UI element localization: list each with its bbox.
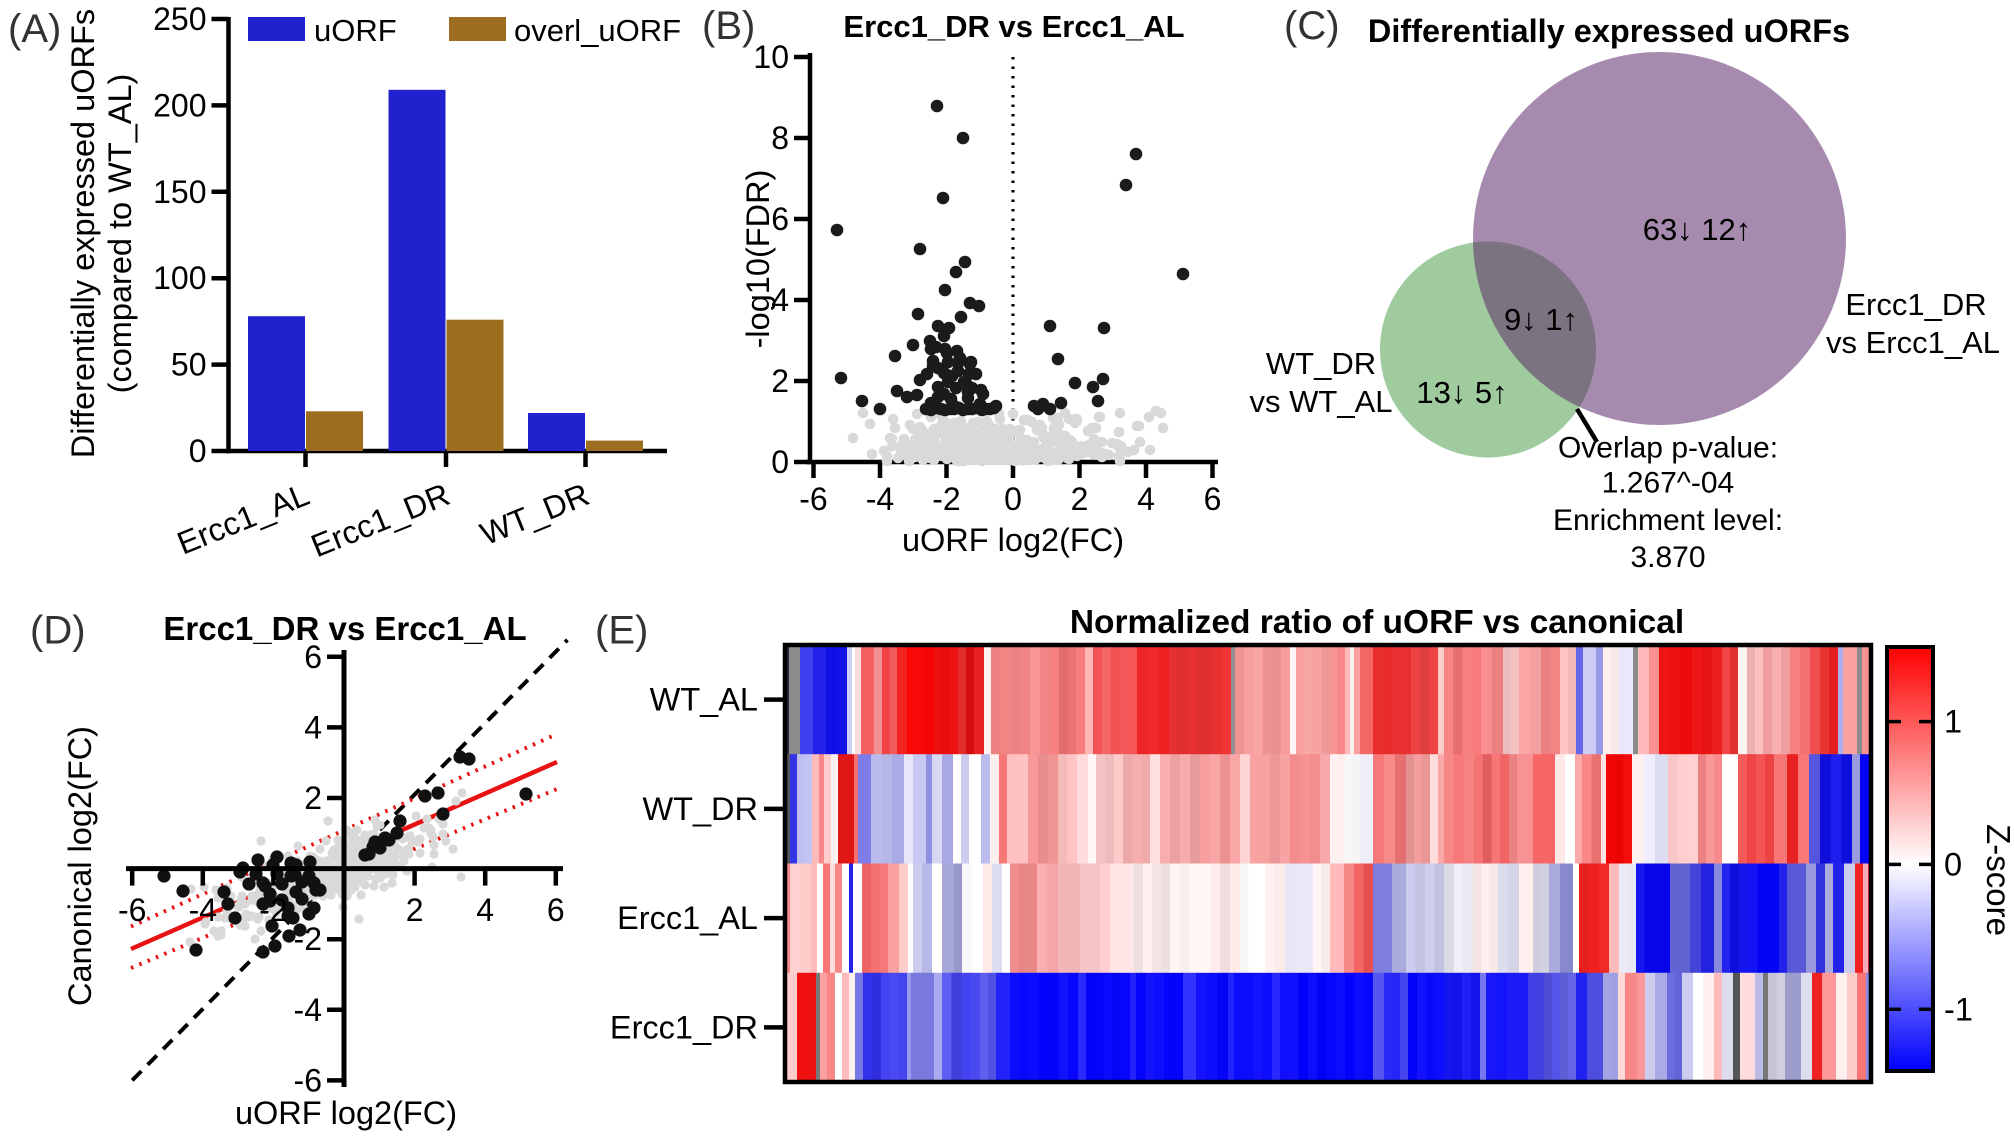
svg-text:(A): (A) [8, 7, 61, 51]
svg-text:WT_DR: WT_DR [1266, 346, 1376, 381]
svg-text:-2: -2 [259, 892, 287, 928]
svg-text:63↓ 12↑: 63↓ 12↑ [1643, 212, 1752, 247]
svg-text:(D): (D) [30, 609, 86, 653]
svg-text:13↓ 5↑: 13↓ 5↑ [1416, 375, 1507, 410]
svg-text:4: 4 [304, 709, 322, 745]
svg-text:Differentially expressed uORFs: Differentially expressed uORFs [65, 9, 101, 458]
svg-text:0: 0 [1004, 481, 1022, 517]
svg-text:10: 10 [753, 39, 789, 75]
svg-text:-4: -4 [294, 992, 322, 1028]
svg-text:-4: -4 [866, 481, 894, 517]
svg-text:Ercc1_DR vs Ercc1_AL: Ercc1_DR vs Ercc1_AL [163, 610, 526, 647]
svg-text:8: 8 [771, 120, 789, 156]
svg-text:overl_uORF: overl_uORF [514, 13, 681, 48]
svg-text:2: 2 [771, 363, 789, 399]
svg-text:2: 2 [1071, 481, 1089, 517]
svg-text:4: 4 [476, 892, 494, 928]
svg-text:3.870: 3.870 [1630, 541, 1705, 574]
svg-text:0: 0 [189, 433, 207, 469]
svg-text:vs Ercc1_AL: vs Ercc1_AL [1826, 325, 2000, 360]
svg-text:9↓ 1↑: 9↓ 1↑ [1504, 302, 1578, 337]
svg-text:-6: -6 [799, 481, 827, 517]
svg-text:(E): (E) [595, 609, 648, 653]
svg-text:150: 150 [153, 174, 206, 210]
svg-text:6: 6 [304, 639, 322, 675]
svg-text:2: 2 [304, 780, 322, 816]
svg-text:200: 200 [153, 87, 206, 123]
svg-text:6: 6 [1204, 481, 1222, 517]
svg-text:6: 6 [547, 892, 565, 928]
svg-text:uORF log2(FC): uORF log2(FC) [902, 522, 1124, 558]
svg-text:-2: -2 [932, 481, 960, 517]
svg-text:Ercc1_DR vs Ercc1_AL: Ercc1_DR vs Ercc1_AL [843, 9, 1184, 44]
svg-text:Enrichment level:: Enrichment level: [1553, 504, 1783, 537]
svg-text:100: 100 [153, 260, 206, 296]
svg-text:Ercc1_DR: Ercc1_DR [610, 1009, 758, 1045]
svg-text:-log10(FDR): -log10(FDR) [740, 170, 776, 349]
svg-text:6: 6 [771, 201, 789, 237]
svg-text:0: 0 [771, 444, 789, 480]
svg-text:uORF log2(FC): uORF log2(FC) [235, 1095, 457, 1131]
svg-text:4: 4 [1137, 481, 1155, 517]
svg-text:-1: -1 [1944, 991, 1973, 1027]
svg-text:Differentially expressed uORFs: Differentially expressed uORFs [1368, 13, 1850, 49]
svg-text:Ercc1_DR: Ercc1_DR [1845, 287, 1986, 322]
svg-text:(B): (B) [702, 4, 755, 48]
svg-text:2: 2 [406, 892, 424, 928]
svg-text:Z-score: Z-score [1980, 824, 2014, 936]
svg-text:WT_AL: WT_AL [650, 682, 758, 718]
svg-text:50: 50 [171, 347, 207, 383]
svg-text:(compared to WT_AL): (compared to WT_AL) [102, 74, 138, 394]
svg-text:Normalized ratio of uORF vs ca: Normalized ratio of uORF vs canonical [1070, 604, 1684, 641]
svg-text:4: 4 [771, 282, 789, 318]
svg-text:uORF: uORF [314, 13, 397, 48]
svg-text:Canonical log2(FC): Canonical log2(FC) [62, 726, 98, 1006]
svg-text:Overlap p-value:: Overlap p-value: [1558, 432, 1778, 465]
svg-text:vs WT_AL: vs WT_AL [1250, 384, 1393, 419]
svg-text:-4: -4 [189, 892, 217, 928]
svg-text:-2: -2 [294, 921, 322, 957]
svg-text:WT_DR: WT_DR [642, 791, 758, 827]
svg-text:(C): (C) [1284, 4, 1340, 48]
svg-text:-6: -6 [294, 1062, 322, 1098]
svg-text:Ercc1_AL: Ercc1_AL [617, 900, 758, 936]
svg-text:1: 1 [1944, 704, 1962, 740]
svg-text:250: 250 [153, 1, 206, 37]
svg-text:1.267^-04: 1.267^-04 [1602, 467, 1735, 500]
svg-text:0: 0 [1944, 846, 1962, 882]
svg-text:-6: -6 [118, 892, 146, 928]
